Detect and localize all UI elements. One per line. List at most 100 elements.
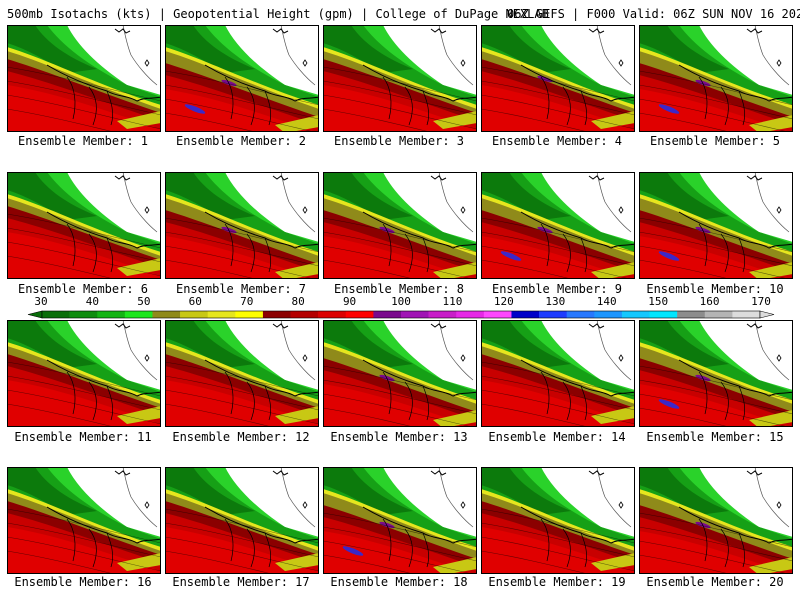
height-contour: [323, 108, 432, 132]
ensemble-member-label: Ensemble Member: 16: [14, 575, 152, 589]
colorbar-segment: [97, 311, 126, 318]
ensemble-member-label: Ensemble Member: 1: [17, 134, 149, 148]
colorbar-tick-label: 160: [699, 295, 720, 308]
ensemble-member-label: Ensemble Member: 4: [491, 134, 623, 148]
wind-band-30kt: [165, 467, 255, 515]
height-contour: [323, 512, 477, 548]
wind-band-fringe: [433, 410, 477, 427]
height-contour: [165, 536, 319, 572]
height-contour: [639, 217, 793, 253]
coastline-bay: [746, 323, 763, 329]
height-contour: [7, 361, 161, 397]
height-contour: [481, 361, 635, 397]
island-outline: [302, 206, 308, 214]
wind-band-fringe: [749, 262, 793, 279]
province-line: [754, 320, 790, 381]
height-contour: [7, 550, 116, 574]
island-outline: [776, 206, 782, 214]
wind-band-30kt: [7, 25, 97, 73]
height-contour: [639, 112, 731, 132]
height-contour: [481, 231, 635, 267]
ensemble-panel: [639, 25, 793, 132]
colorbar-segment: [124, 311, 153, 318]
wind-band-fringe: [117, 111, 161, 129]
province-line: [438, 467, 474, 528]
wind-band-fringe: [591, 553, 635, 571]
wind-band-90kt: [323, 531, 477, 574]
colorbar-segment: [649, 311, 678, 318]
colorbar-tick-label: 140: [596, 295, 617, 308]
height-contour: [7, 80, 161, 116]
height-contour: [639, 379, 793, 415]
wind-band-90kt: [165, 89, 319, 132]
wind-band-fringe: [433, 111, 477, 129]
height-contour: [639, 84, 793, 120]
height-contour: [639, 231, 793, 267]
jet-max-blue: [500, 251, 522, 261]
colorbar-tick-label: 120: [493, 295, 514, 308]
province-line: [122, 320, 158, 381]
height-contour: [639, 554, 731, 574]
colorbar-segment: [207, 311, 236, 318]
wind-band-30kt: [7, 172, 97, 220]
ensemble-member-label: Ensemble Member: 17: [172, 575, 310, 589]
colorbar-segment: [621, 311, 650, 318]
height-contour: [165, 361, 319, 397]
height-contour: [481, 245, 632, 279]
ensemble-map: [165, 25, 319, 132]
ensemble-member-label: Ensemble Member: 8: [333, 282, 465, 296]
colorbar-segment: [69, 311, 98, 318]
coastline-bay: [746, 28, 763, 34]
height-contour: [7, 508, 161, 544]
province-line: [596, 25, 632, 86]
ensemble-member-label: Ensemble Member: 9: [491, 282, 623, 296]
colorbar-segment: [428, 311, 457, 318]
ensemble-map: [323, 467, 477, 574]
wind-band-fringe: [749, 410, 793, 427]
height-contour: [7, 66, 161, 102]
colorbar-segment: [180, 311, 208, 318]
island-outline: [144, 59, 150, 67]
ensemble-panel: [323, 172, 477, 279]
height-contour: [165, 98, 316, 132]
ensemble-panel: [7, 25, 161, 132]
wind-band-30kt: [481, 172, 571, 220]
ensemble-map: [639, 467, 793, 574]
colorbar-segment: [704, 311, 733, 318]
colorbar-tick-label: 100: [391, 295, 411, 308]
colorbar-tick-label: 40: [85, 295, 100, 308]
height-contour: [481, 522, 635, 558]
province-line: [122, 172, 158, 233]
coastline-bay: [588, 28, 605, 34]
colorbar-segment: [677, 311, 706, 318]
ensemble-member-label: Ensemble Member: 11: [14, 430, 152, 444]
height-contour: [481, 403, 590, 427]
height-contour: [639, 259, 731, 279]
wind-band-30kt: [323, 320, 413, 368]
wind-band-30kt: [323, 172, 413, 220]
height-contour: [323, 393, 474, 427]
ensemble-panel: [639, 467, 793, 574]
province-line: [438, 320, 474, 381]
ensemble-map: [481, 320, 635, 427]
wind-band-fringe: [275, 115, 319, 132]
province-line: [122, 25, 158, 86]
coastline-bay: [430, 28, 447, 34]
height-contour: [165, 259, 257, 279]
colorbar-segment: [262, 311, 291, 318]
ensemble-panel: [639, 172, 793, 279]
ensemble-panel: [323, 320, 477, 427]
height-contour: [639, 526, 793, 562]
ensemble-panel: [481, 172, 635, 279]
height-contour: [7, 241, 161, 277]
ensemble-member-label: Ensemble Member: 12: [172, 430, 310, 444]
ensemble-member-label: Ensemble Member: 15: [646, 430, 784, 444]
colorbar-segment: [318, 311, 347, 318]
wind-band-fringe: [275, 262, 319, 279]
ensemble-member-label: Ensemble Member: 6: [17, 282, 149, 296]
height-contour: [639, 512, 793, 548]
ensemble-map: [639, 172, 793, 279]
wind-band-fringe: [591, 262, 635, 279]
wind-band-90kt: [639, 236, 793, 279]
island-outline: [144, 354, 150, 362]
